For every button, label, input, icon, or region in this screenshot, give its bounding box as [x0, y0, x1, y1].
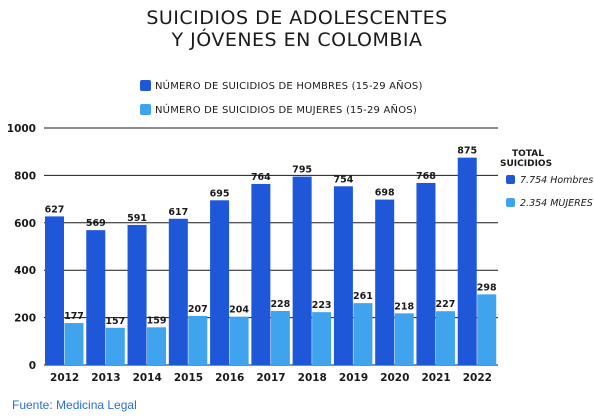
- legend-label-women: NÚMERO DE SUICIDIOS DE MUJERES (15-29 AÑ…: [155, 103, 417, 116]
- bar-women-2019: [353, 303, 373, 365]
- data-label-women-2022: 298: [477, 282, 497, 293]
- y-tick-label: 200: [14, 313, 36, 325]
- x-tick-label-2019: 2019: [339, 372, 368, 384]
- bar-women-2012: [64, 323, 84, 365]
- totals-title-line1: TOTAL: [512, 149, 544, 159]
- y-axis-ticks: 0 200 400 600 800 1000: [7, 123, 36, 372]
- bar-women-2013: [105, 327, 125, 365]
- data-labels: 627 177 569 157 591 159 617 207 695 204 764 228 795 2…: [45, 146, 497, 327]
- data-label-women-2016: 204: [229, 305, 249, 316]
- bar-women-2017: [270, 310, 290, 365]
- bar-women-2015: [188, 315, 208, 365]
- data-label-women-2014: 159: [147, 315, 167, 326]
- data-label-women-2020: 218: [394, 301, 414, 312]
- bar-men-2015: [168, 218, 188, 365]
- bar-women-2018: [312, 312, 332, 365]
- totals-panel: TOTAL SUICIDIOS 7.754 Hombres 2.354 MUJE…: [500, 149, 593, 209]
- x-tick-label-2015: 2015: [174, 372, 203, 384]
- legend-label-men: NÚMERO DE SUICIDIOS DE HOMBRES (15-29 AÑ…: [155, 79, 423, 92]
- x-axis-ticks: 2012 2013 2014 2015 2016 2017 2018 2019 2020 2021…: [50, 372, 492, 384]
- data-label-men-2022: 875: [457, 146, 477, 157]
- x-tick-label-2018: 2018: [298, 372, 327, 384]
- bars: [45, 157, 497, 365]
- y-tick-label: 800: [14, 170, 36, 182]
- data-label-women-2021: 227: [436, 299, 456, 310]
- bar-men-2017: [251, 183, 271, 365]
- data-label-women-2018: 223: [312, 300, 332, 311]
- bar-women-2020: [394, 313, 414, 365]
- data-label-men-2018: 795: [292, 165, 312, 176]
- data-label-men-2015: 617: [168, 207, 188, 218]
- y-tick-label: 1000: [7, 123, 36, 135]
- data-label-men-2014: 591: [127, 213, 147, 224]
- x-tick-label-2012: 2012: [50, 372, 79, 384]
- totals-women: 2.354 MUJERES: [520, 198, 593, 209]
- data-label-women-2017: 228: [270, 299, 290, 310]
- data-label-women-2013: 157: [105, 316, 125, 327]
- bar-men-2022: [457, 157, 477, 365]
- data-label-men-2016: 695: [210, 188, 230, 199]
- bar-women-2021: [435, 311, 455, 365]
- data-label-men-2021: 768: [416, 171, 436, 182]
- source-note: Fuente: Medicina Legal: [12, 398, 137, 412]
- bar-men-2014: [127, 224, 147, 365]
- legend-swatch-men: [140, 80, 151, 91]
- bar-women-2014: [147, 327, 167, 365]
- totals-men: 7.754 Hombres: [520, 175, 593, 186]
- data-label-men-2017: 764: [251, 172, 271, 183]
- totals-swatch-men: [506, 175, 515, 184]
- x-tick-label-2016: 2016: [215, 372, 244, 384]
- y-tick-label: 0: [29, 360, 36, 372]
- bar-men-2019: [333, 186, 353, 365]
- y-tick-label: 600: [14, 218, 36, 230]
- data-label-men-2012: 627: [45, 204, 65, 215]
- bar-men-2020: [375, 199, 395, 365]
- y-tick-label: 400: [14, 265, 36, 277]
- bar-men-2013: [86, 230, 106, 365]
- data-label-women-2019: 261: [353, 291, 373, 302]
- bar-men-2018: [292, 176, 312, 365]
- data-label-women-2012: 177: [64, 311, 84, 322]
- data-label-men-2020: 698: [375, 188, 395, 199]
- bar-women-2022: [477, 294, 497, 365]
- x-tick-label-2017: 2017: [256, 372, 285, 384]
- data-label-men-2013: 569: [86, 218, 106, 229]
- totals-swatch-women: [506, 198, 515, 207]
- x-tick-label-2021: 2021: [421, 372, 450, 384]
- chart-title-line1: SUICIDIOS DE ADOLESCENTES: [146, 7, 447, 29]
- x-tick-label-2020: 2020: [380, 372, 409, 384]
- data-label-women-2015: 207: [188, 304, 208, 315]
- legend-swatch-women: [140, 104, 151, 115]
- totals-title-line2: SUICIDIOS: [500, 159, 552, 169]
- bar-men-2012: [45, 216, 64, 365]
- bar-men-2016: [210, 200, 230, 365]
- chart-title-line2: Y JÓVENES EN COLOMBIA: [170, 27, 422, 51]
- x-tick-label-2014: 2014: [133, 372, 162, 384]
- x-tick-label-2013: 2013: [91, 372, 120, 384]
- data-label-men-2019: 754: [333, 174, 353, 185]
- bar-women-2016: [229, 316, 249, 365]
- legend: NÚMERO DE SUICIDIOS DE HOMBRES (15-29 AÑ…: [140, 79, 423, 116]
- bar-men-2021: [416, 182, 436, 365]
- x-tick-label-2022: 2022: [463, 372, 492, 384]
